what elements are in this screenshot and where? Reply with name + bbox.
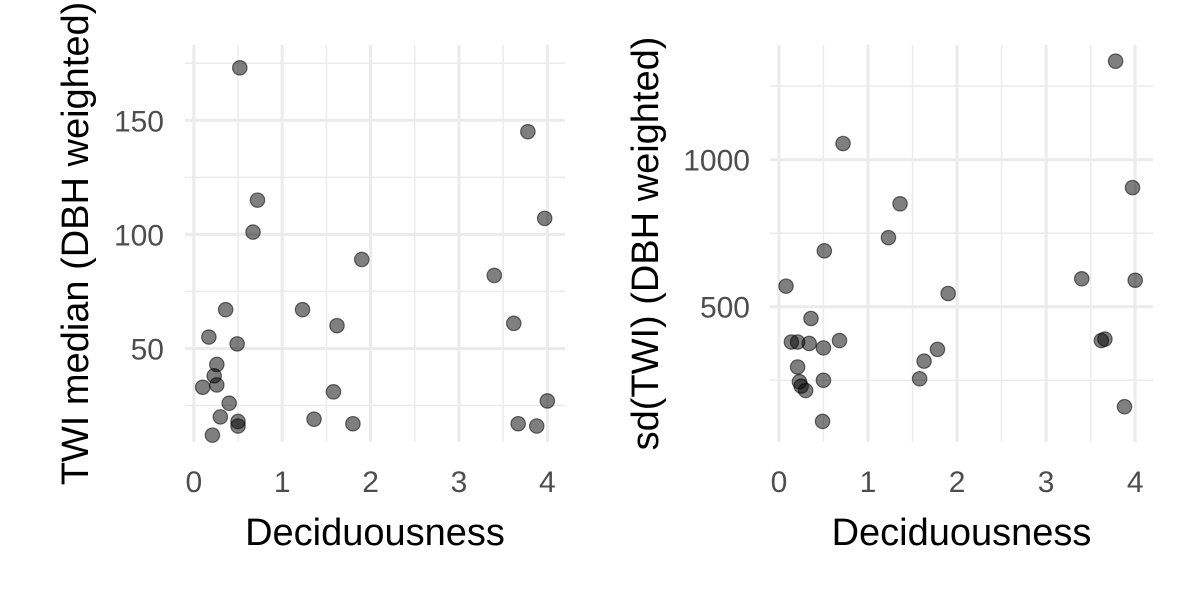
x-tick-label-right: 0 <box>771 466 788 499</box>
data-point <box>916 353 932 369</box>
data-point <box>329 317 345 334</box>
data-point <box>815 372 832 389</box>
panel-right: 0 1 2 3 4 500 1000 Deciduousness sd(TWI) (DBH … <box>625 37 1153 554</box>
data-point <box>325 384 342 400</box>
ticks-left: 0 1 2 3 4 50 100 150 <box>114 105 556 499</box>
grid-right <box>770 45 1153 442</box>
data-point <box>209 377 225 393</box>
data-point <box>831 332 848 349</box>
x-tick-label-left: 2 <box>362 466 379 499</box>
data-point <box>230 418 246 434</box>
panel-left: 0 1 2 3 4 50 100 150 Deciduousness TWI median (… <box>55 2 565 554</box>
data-point <box>229 336 245 352</box>
data-point <box>892 196 908 212</box>
x-tick-label-left: 3 <box>451 466 468 499</box>
data-point <box>520 123 536 140</box>
y-tick-label-left: 150 <box>114 105 164 138</box>
x-tick-label-right: 2 <box>949 466 966 499</box>
data-point <box>539 393 556 409</box>
data-point <box>249 192 266 208</box>
data-point <box>1124 179 1141 196</box>
data-point <box>1097 331 1113 347</box>
data-point <box>231 60 248 76</box>
data-point <box>814 413 831 430</box>
data-point <box>1116 398 1133 415</box>
data-point <box>801 335 817 352</box>
ticks-right: 0 1 2 3 4 500 1000 <box>683 145 1143 499</box>
data-point <box>486 267 503 284</box>
data-point <box>510 415 526 432</box>
data-point <box>217 301 234 318</box>
data-point <box>789 359 806 375</box>
data-point <box>353 251 370 268</box>
data-point <box>797 382 814 399</box>
x-axis-title-left: Deciduousness <box>245 512 505 554</box>
data-point <box>194 379 211 396</box>
x-tick-label-left: 0 <box>185 466 202 499</box>
data-point <box>505 315 522 332</box>
points-right <box>778 53 1143 430</box>
data-point <box>212 409 229 425</box>
x-tick-label-right: 4 <box>1127 466 1144 499</box>
data-point <box>929 341 946 358</box>
x-axis-title-right: Deciduousness <box>832 512 1092 554</box>
data-point <box>245 224 261 240</box>
points-left <box>194 60 556 443</box>
data-point <box>528 418 545 434</box>
data-point <box>815 340 832 356</box>
data-point <box>911 370 928 387</box>
y-axis-title-right: sd(TWI) (DBH weighted) <box>625 37 667 451</box>
data-point <box>204 427 221 443</box>
data-point <box>306 411 322 427</box>
x-tick-label-right: 3 <box>1038 466 1055 499</box>
data-point <box>1107 53 1124 69</box>
x-tick-label-right: 1 <box>860 466 877 499</box>
grid-left <box>185 45 565 442</box>
data-point <box>221 395 237 412</box>
data-point <box>940 285 956 302</box>
y-tick-label-left: 50 <box>131 333 164 366</box>
data-point <box>803 310 819 327</box>
data-point <box>835 135 851 152</box>
data-point <box>536 210 553 227</box>
data-point <box>294 301 311 318</box>
data-point <box>201 329 217 345</box>
data-point <box>345 415 361 432</box>
y-tick-label-right: 1000 <box>683 145 750 178</box>
data-point <box>816 243 833 259</box>
data-point <box>1127 272 1143 289</box>
x-tick-label-left: 4 <box>539 466 556 499</box>
data-point <box>1073 270 1090 287</box>
y-tick-label-left: 100 <box>114 219 164 252</box>
data-point <box>880 229 897 246</box>
data-point <box>778 278 794 294</box>
x-tick-label-left: 1 <box>274 466 291 499</box>
y-tick-label-right: 500 <box>700 292 750 325</box>
y-axis-title-left: TWI median (DBH weighted) <box>55 2 97 486</box>
